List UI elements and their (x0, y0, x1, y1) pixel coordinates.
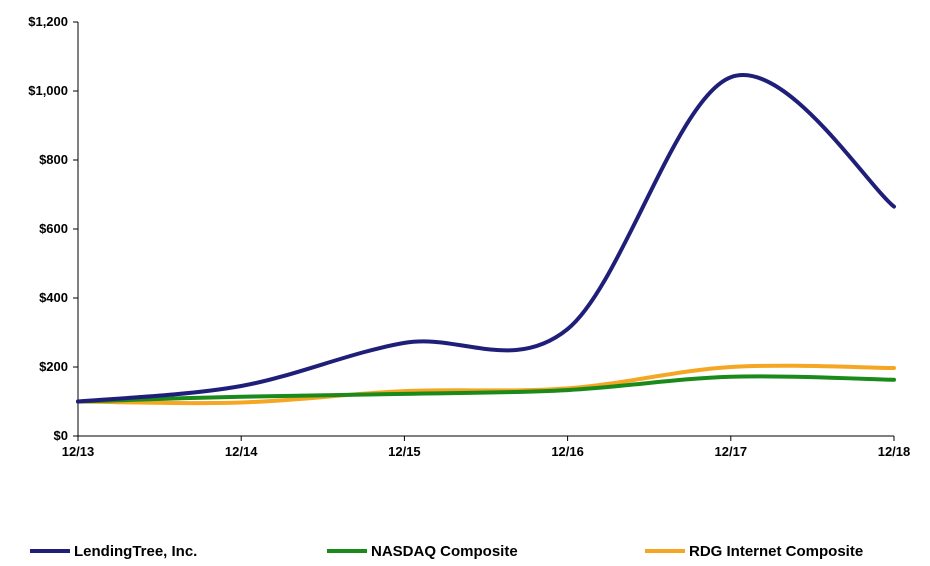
series-lines (76, 73, 896, 406)
y-tick-label: $800 (39, 152, 68, 167)
x-tick-label: 12/16 (551, 444, 584, 459)
x-axis: 12/13 12/14 12/15 12/16 12/17 12/18 (62, 435, 911, 459)
y-tick-label: $1,000 (28, 83, 68, 98)
x-tick-label: 12/15 (388, 444, 421, 459)
x-tick-label: 12/14 (225, 444, 258, 459)
legend-label: LendingTree, Inc. (74, 543, 197, 560)
series-line-3 (76, 363, 896, 406)
series-line-1 (76, 73, 896, 404)
x-tick-label: 12/17 (715, 444, 748, 459)
legend: LendingTree, Inc. NASDAQ Composite RDG Int… (30, 543, 863, 560)
series-line-2 (76, 374, 896, 404)
y-tick-label: $1,200 (28, 14, 68, 29)
legend-label: RDG Internet Composite (689, 543, 863, 560)
x-tick-label: 12/13 (62, 444, 95, 459)
y-tick-label: $400 (39, 290, 68, 305)
y-tick-label: $600 (39, 221, 68, 236)
y-axis: $0 $200 $400 $600 $800 $1,000 $1,200 (28, 14, 79, 443)
x-tick-label: 12/18 (878, 444, 911, 459)
y-tick-label: $0 (54, 428, 68, 443)
y-tick-label: $200 (39, 359, 68, 374)
legend-label: NASDAQ Composite (371, 543, 518, 560)
